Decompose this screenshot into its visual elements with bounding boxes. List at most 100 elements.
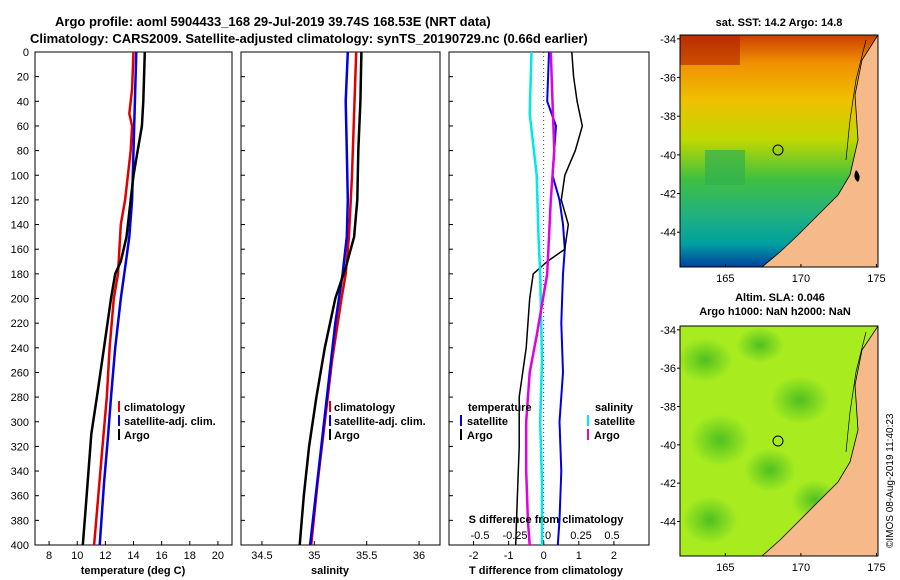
sla-eddy [680, 338, 733, 382]
x-tick-label: 18 [184, 550, 196, 562]
legend-label: climatology [124, 402, 186, 414]
depth-tick-label: 20 [17, 72, 29, 84]
x-tick-label: 20 [212, 550, 224, 562]
sla-eddy [690, 414, 750, 466]
depth-tick-label: 60 [17, 121, 29, 133]
legend-label: Argo [594, 430, 620, 442]
lat-tick-label: -40 [660, 150, 676, 162]
x-tick-label: 8 [46, 550, 52, 562]
lat-tick-label: -44 [660, 227, 676, 239]
lat-tick-label: -34 [660, 34, 676, 46]
legend-label: satellite [467, 416, 508, 428]
lat-tick-label: -34 [660, 325, 676, 337]
depth-tick-label: 160 [11, 244, 29, 256]
depth-tick-label: 200 [11, 294, 29, 306]
lat-tick-label: -40 [660, 440, 676, 452]
argo-float-location [772, 435, 784, 447]
depth-axis: 0 20 40 60 80 100 120 140 160 180 200 220 240 260 280 3… [11, 47, 29, 552]
series-line-satellite-adj-clim- [98, 51, 138, 546]
x-tick-label: 34.5 [251, 550, 272, 562]
depth-tick-label: 100 [11, 170, 29, 182]
x-tick-label: -2 [469, 550, 479, 562]
x-tick-label: 16 [156, 550, 168, 562]
lon-tick-label: 175 [867, 562, 885, 574]
lon-tick-label: 170 [792, 562, 810, 574]
x-tick-label: 10 [71, 550, 83, 562]
lat-tick-label: -38 [660, 111, 676, 123]
temperature-xlabel: temperature (deg C) [81, 565, 186, 577]
series-line-argo [298, 51, 363, 546]
depth-tick-label: 240 [11, 343, 29, 355]
salinity-chart: 34.5 35 35.5 36 [241, 51, 425, 562]
depth-tick-label: 120 [11, 195, 29, 207]
sla-map-title: Altim. SLA: 0.046 [735, 292, 825, 304]
argo-float-location [772, 144, 784, 156]
series-line-s-argo [524, 51, 556, 546]
depth-tick-label: 320 [11, 441, 29, 453]
bathymetry-contour [845, 39, 867, 161]
lon-tick-label: 165 [716, 562, 734, 574]
sla-map-frame [679, 325, 879, 557]
depth-tick-label: 380 [11, 515, 29, 527]
series-line-s-satellite [528, 51, 544, 545]
lat-tick-label: -44 [660, 517, 676, 529]
sst-warm-patch [680, 35, 740, 65]
figure-title-line1: Argo profile: aoml 5904433_168 29-Jul-20… [55, 14, 491, 29]
x-tick-label: 36 [413, 550, 425, 562]
depth-tick-label: 180 [11, 269, 29, 281]
depth-tick-label: 300 [11, 417, 29, 429]
x-tick-label: 2 [611, 550, 617, 562]
lat-tick-label: -36 [660, 73, 676, 85]
s-diff-tick: -0.5 [471, 530, 490, 542]
legend-label: satellite [594, 416, 635, 428]
sla-eddy [770, 376, 830, 424]
x-tick-label: 35 [308, 550, 320, 562]
difference-chart: -2 -1 0 1 2 [449, 51, 617, 562]
depth-tick-label: 400 [11, 540, 29, 552]
sla-eddy [736, 327, 784, 363]
depth-tick-label: 220 [11, 318, 29, 330]
x-tick-label: 14 [127, 550, 139, 562]
bathymetry-contour [845, 331, 867, 453]
x-tick-label: 35.5 [356, 550, 377, 562]
s-diff-tick: 0.5 [604, 530, 619, 542]
sla-map-subtitle: Argo h1000: NaN h2000: NaN [699, 306, 851, 318]
s-diff-tick: 0 [545, 530, 551, 542]
series-line-climatology [92, 51, 135, 546]
x-tick-label: 0 [541, 550, 547, 562]
lat-tick-label: -42 [660, 478, 676, 490]
island-feature [854, 170, 860, 182]
legend-title-temperature: temperature [468, 402, 532, 414]
sst-map-title: sat. SST: 14.2 Argo: 14.8 [716, 17, 843, 29]
figure-title-line2: Climatology: CARS2009. Satellite-adjuste… [30, 31, 588, 46]
depth-tick-label: 340 [11, 466, 29, 478]
s-diff-tick: 0.25 [570, 530, 591, 542]
difference-panel-frame [448, 51, 650, 546]
new-zealand-land [761, 35, 878, 267]
series-line-argo [81, 51, 147, 546]
series-line-t-satellite [546, 51, 566, 546]
sst-patch [705, 150, 745, 185]
sla-eddy [744, 448, 796, 492]
legend-label: Argo [334, 430, 360, 442]
depth-tick-label: 360 [11, 491, 29, 503]
depth-tick-label: 140 [11, 220, 29, 232]
s-diff-tick: -0.25 [502, 530, 527, 542]
sst-map [680, 35, 878, 267]
legend-label: Argo [124, 430, 150, 442]
depth-tick-label: 0 [23, 47, 29, 59]
legend-label: Argo [467, 430, 493, 442]
series-line-t-argo [514, 51, 584, 546]
salinity-xlabel: salinity [311, 565, 350, 577]
temperature-chart: 8 10 12 14 16 18 20 [35, 51, 224, 562]
depth-tick-label: 260 [11, 367, 29, 379]
lon-tick-label: 175 [867, 273, 885, 285]
lat-tick-label: -36 [660, 363, 676, 375]
depth-tick-label: 40 [17, 96, 29, 108]
new-zealand-land [761, 326, 878, 556]
lat-tick-label: -42 [660, 189, 676, 201]
difference-legend: temperature satellite Argo salinity sate… [460, 402, 635, 442]
sla-map [680, 326, 878, 556]
legend-title-salinity: salinity [595, 402, 634, 414]
sst-map-axis: -34 -36 -38 -40 -42 -44 165 170 175 [660, 34, 886, 285]
